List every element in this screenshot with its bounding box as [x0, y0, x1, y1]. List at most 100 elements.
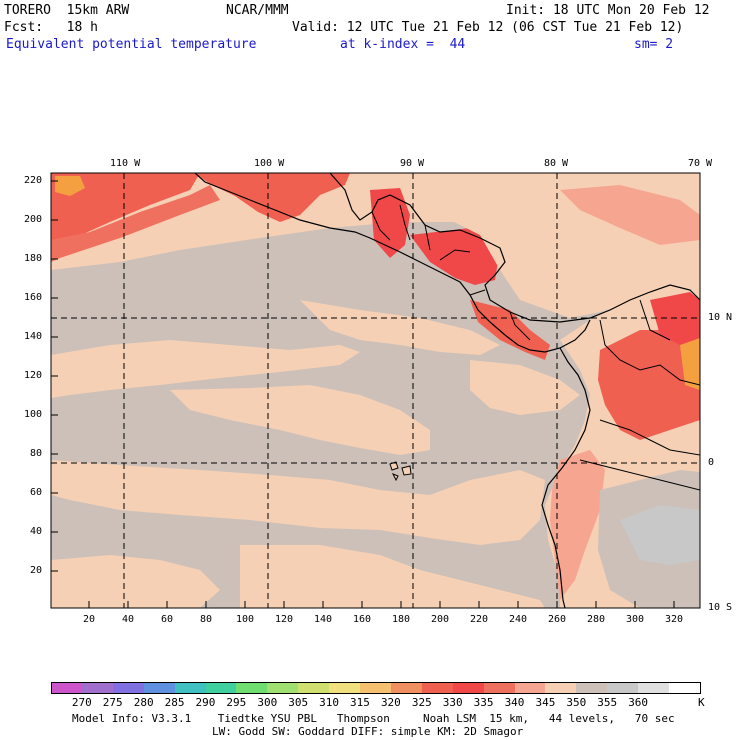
central-america-red-2	[410, 228, 500, 285]
colorbar-cell	[112, 682, 145, 694]
ocean-peach-4	[470, 360, 580, 415]
caribbean-salmon	[560, 185, 700, 245]
northwest-light-red	[51, 185, 220, 262]
colorbar-cell	[576, 682, 609, 694]
andes-red-2	[650, 292, 700, 350]
model-name: TORERO 15km ARW	[4, 3, 130, 18]
colorbar-cell	[174, 682, 207, 694]
init-time: Init: 18 UTC Mon 20 Feb 12	[506, 3, 710, 18]
andes-red-1	[598, 330, 700, 440]
map-panel	[50, 172, 701, 609]
colorbar-label: 295	[226, 696, 247, 709]
bottom-tick-label: 180	[392, 614, 411, 625]
colorbar-label: 290	[195, 696, 216, 709]
colorbar-cell	[81, 682, 114, 694]
colorbar-label: 300	[257, 696, 278, 709]
left-tick-label: 60	[30, 487, 43, 498]
colorbar-cell	[236, 682, 269, 694]
colorbar-label: 330	[442, 696, 463, 709]
colorbar-cell	[143, 682, 176, 694]
bottom-tick-label: 60	[161, 614, 174, 625]
ocean-peach-3	[170, 385, 430, 455]
left-tick-label: 180	[24, 253, 43, 264]
colorbar-label: 310	[319, 696, 340, 709]
bottom-tick-label: 20	[83, 614, 96, 625]
northwest-orange-spot	[55, 176, 85, 196]
map-frame	[50, 172, 701, 609]
colorbar-cell	[51, 682, 84, 694]
colorbar-label: 360	[628, 696, 649, 709]
country-borders	[371, 204, 700, 491]
organization: NCAR/MMM	[226, 3, 289, 18]
colorbar-label: 350	[566, 696, 587, 709]
bottom-tick-label: 80	[200, 614, 213, 625]
colorbar-unit: K	[698, 696, 705, 709]
field-name: Equivalent potential temperature	[6, 37, 257, 52]
south-america-salmon	[550, 450, 605, 600]
bottom-tick-label: 300	[626, 614, 645, 625]
colorbar-label: 340	[504, 696, 525, 709]
colorbar-label: 355	[597, 696, 618, 709]
lon-label-100w: 100 W	[254, 158, 285, 169]
bottom-tick-label: 140	[314, 614, 333, 625]
colorbar-label: 335	[473, 696, 494, 709]
physics-info: LW: Godd SW: Goddard DIFF: simple KM: 2D…	[212, 725, 524, 738]
bottom-tick-label: 40	[122, 614, 135, 625]
bottom-tick-label: 240	[509, 614, 528, 625]
colorbar-label: 320	[380, 696, 401, 709]
lon-label-110w: 110 W	[110, 158, 141, 169]
bottom-tick-label: 260	[548, 614, 567, 625]
graticule	[51, 173, 700, 608]
bottom-tick-label: 160	[353, 614, 372, 625]
ocean-peach-5	[51, 460, 545, 545]
colorbar-cell	[329, 682, 362, 694]
colorbar-cell	[360, 682, 392, 694]
colorbar-cell	[298, 682, 331, 694]
colorbar-label: 345	[535, 696, 556, 709]
left-tick-label: 80	[30, 448, 43, 459]
left-tick-label: 100	[24, 409, 43, 420]
colorbar-cell	[452, 682, 485, 694]
colorbar-cell	[483, 682, 516, 694]
colorbar-label: 280	[133, 696, 154, 709]
colorbar-label: 285	[164, 696, 185, 709]
colorbar-label: 315	[350, 696, 370, 709]
colorbar-cell	[390, 682, 423, 694]
level-info: at k-index = 44	[340, 37, 466, 52]
mexico-coast-red	[195, 173, 350, 222]
axis-ticks	[51, 180, 675, 608]
left-tick-label: 220	[24, 175, 43, 186]
bottom-tick-label: 100	[236, 614, 255, 625]
colorbar-cell	[607, 682, 640, 694]
colorbar-cell	[267, 682, 300, 694]
central-america-red-3	[470, 300, 550, 360]
smoothing-info: sm= 2	[634, 37, 674, 52]
bottom-tick-label: 320	[665, 614, 684, 625]
lon-label-90w: 90 W	[400, 158, 425, 169]
left-tick-label: 140	[24, 331, 43, 342]
caribbean-coastline	[329, 173, 700, 323]
bottom-tick-label: 280	[587, 614, 606, 625]
colorbar-cell	[545, 682, 578, 694]
left-tick-label: 40	[30, 526, 43, 537]
lon-label-70w: 70 W	[688, 158, 713, 169]
colorbar-label: 270	[71, 696, 92, 709]
bottom-tick-label: 200	[431, 614, 450, 625]
northwest-red-strip	[51, 173, 200, 250]
left-tick-label: 160	[24, 292, 43, 303]
bottom-tick-label: 220	[470, 614, 489, 625]
model-info: Model Info: V3.3.1 Tiedtke YSU PBL Thomp…	[72, 712, 675, 725]
ocean-peach-1	[51, 340, 360, 398]
lat-label-10n: 10 N	[708, 312, 733, 323]
ocean-peach-2	[300, 300, 500, 355]
colorbar-cell	[669, 682, 701, 694]
colorbar-cell	[421, 682, 454, 694]
andes-orange	[680, 338, 700, 390]
colorbar-label: 305	[288, 696, 309, 709]
colorbar-label: 275	[102, 696, 123, 709]
colorbar-cell	[205, 682, 238, 694]
left-tick-label: 20	[30, 565, 43, 576]
left-tick-label: 200	[24, 214, 43, 225]
forecast-hour: Fcst: 18 h	[4, 20, 98, 35]
bottom-tick-label: 120	[275, 614, 294, 625]
